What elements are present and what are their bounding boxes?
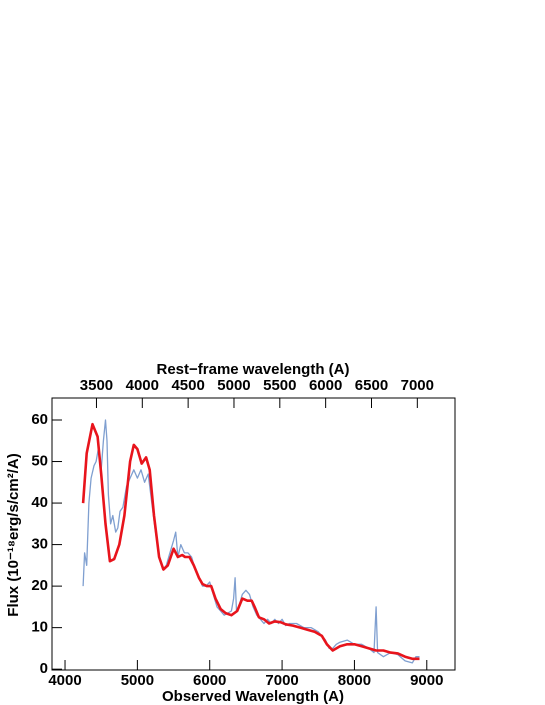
x-tick-label: 4000 — [48, 672, 81, 689]
y-axis-label: Flux (10⁻¹⁸erg/s/cm²/A) — [5, 453, 22, 616]
y-tick-label: 30 — [31, 536, 48, 553]
x2-tick-label: 4000 — [126, 377, 159, 394]
y-tick-label: 40 — [31, 494, 48, 511]
x-tick-label: 7000 — [265, 672, 298, 689]
y-tick-label: 50 — [31, 453, 48, 470]
x2-tick-label: 4500 — [171, 377, 204, 394]
x2-tick-label: 3500 — [80, 377, 113, 394]
y-tick-label: 0 — [40, 660, 48, 677]
spectrum-line — [81, 422, 420, 661]
x2-tick-label: 6500 — [355, 377, 388, 394]
x2-axis-label: Rest−frame wavelength (A) — [157, 361, 350, 378]
y-tick-label: 10 — [31, 619, 48, 636]
spectrum-line — [82, 419, 420, 664]
x2-tick-label: 5500 — [263, 377, 296, 394]
x-tick-label: 6000 — [193, 672, 226, 689]
x2-tick-label: 6000 — [309, 377, 342, 394]
x2-tick-label: 5000 — [217, 377, 250, 394]
x-tick-label: 9000 — [410, 672, 443, 689]
x-tick-label: 5000 — [121, 672, 154, 689]
plot-frame — [51, 397, 456, 671]
y-tick-label: 20 — [31, 577, 48, 594]
x-axis-label: Observed Wavelength (A) — [162, 688, 344, 705]
x2-tick-label: 7000 — [401, 377, 434, 394]
x-tick-label: 8000 — [338, 672, 371, 689]
y-tick-label: 60 — [31, 411, 48, 428]
